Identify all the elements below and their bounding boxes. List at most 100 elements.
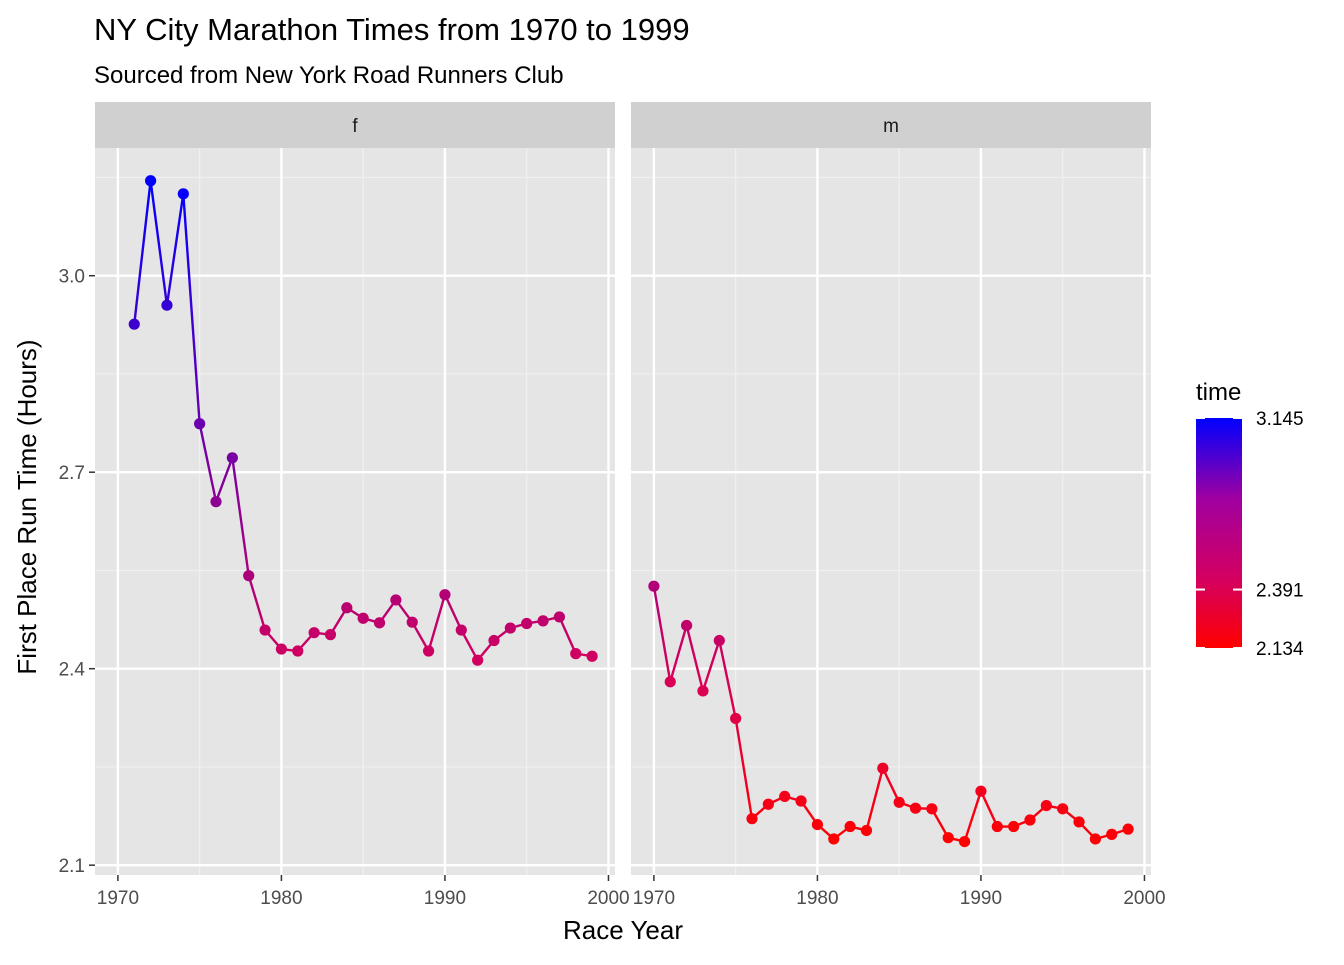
legend-label: 2.391 [1256, 581, 1304, 602]
series-line-segment [881, 767, 901, 804]
data-point [390, 594, 402, 606]
data-point [811, 818, 824, 831]
strip-label-f: f [352, 116, 358, 137]
data-point [292, 645, 304, 657]
data-point [844, 820, 856, 833]
data-point [893, 796, 905, 808]
data-point [1040, 799, 1052, 812]
series-line-segment [214, 456, 234, 503]
data-point [991, 820, 1003, 833]
series-line-segment [247, 574, 267, 632]
data-point [762, 798, 774, 810]
data-point [877, 762, 889, 774]
data-point [1106, 828, 1118, 840]
series-line-segment [963, 789, 983, 843]
x-tick-label: 1980 [260, 888, 302, 909]
data-point [1024, 814, 1036, 826]
series-line-segment [558, 615, 577, 655]
data-point [828, 833, 840, 845]
series-line-segment [165, 192, 185, 307]
panel-background [95, 148, 615, 875]
series-line-segment [734, 717, 754, 820]
data-point [1057, 803, 1069, 815]
data-point [128, 318, 140, 330]
data-point [860, 824, 873, 837]
data-point [161, 299, 173, 311]
series-line-segment [198, 422, 218, 503]
data-point [713, 634, 725, 647]
chart-subtitle: Sourced from New York Road Runners Club [94, 62, 564, 89]
data-point [648, 580, 660, 592]
data-point [586, 650, 598, 662]
data-point [357, 612, 369, 624]
series-line-segment [133, 179, 152, 326]
data-point [664, 676, 676, 688]
series-line-segment [149, 179, 169, 307]
x-tick-label: 2000 [1123, 888, 1165, 909]
x-tick-label: 2000 [587, 888, 629, 909]
data-point [324, 629, 337, 641]
data-point [226, 452, 238, 464]
data-point [373, 617, 386, 629]
data-point [795, 795, 807, 807]
x-tick-label: 1970 [97, 888, 139, 909]
data-point [1089, 833, 1102, 845]
series-line-segment [979, 789, 999, 828]
x-tick-label: 1990 [424, 888, 466, 909]
legend-ticks: 3.145 2.391 2.134 [1196, 409, 1304, 660]
legend-colorbar [1196, 418, 1242, 648]
color-legend: time 3.145 2.391 2.134 [1196, 379, 1304, 660]
data-point [779, 790, 791, 803]
series-line-segment [669, 624, 688, 683]
strip-background [631, 102, 1151, 148]
data-point [177, 188, 189, 200]
data-point [553, 611, 566, 623]
data-point [259, 624, 271, 636]
series-line-segment [460, 628, 479, 662]
y-axis-title: First Place Run Time (Hours) [12, 339, 42, 674]
data-point [341, 602, 353, 614]
y-tick-label: 2.4 [59, 660, 86, 681]
data-point [942, 832, 954, 844]
data-point [570, 648, 582, 660]
data-point [1073, 816, 1085, 828]
data-point [439, 589, 451, 601]
data-point [243, 570, 255, 582]
series-line-segment [427, 593, 447, 653]
legend-label: 2.134 [1256, 639, 1304, 660]
data-point [472, 654, 484, 666]
chart-title: NY City Marathon Times from 1970 to 1999 [94, 12, 690, 47]
data-point [1008, 820, 1020, 833]
data-point [422, 645, 435, 657]
data-point [275, 643, 288, 655]
data-point [909, 802, 922, 814]
y-tick-label: 2.7 [59, 463, 85, 484]
series-line-segment [443, 593, 463, 632]
facet-panel-m: m 1970 1980 1990 2000 [631, 102, 1166, 909]
strip-background [95, 102, 615, 148]
data-point [746, 813, 758, 825]
data-point [926, 803, 938, 815]
series-line-segment [865, 767, 885, 832]
data-point [504, 622, 516, 634]
series-line-segment [701, 639, 721, 693]
data-point [308, 627, 320, 639]
data-point [194, 418, 206, 430]
series-line-segment [652, 584, 672, 683]
series-line-segment [718, 639, 737, 720]
series-line-segment [685, 624, 705, 693]
strip-label-m: m [883, 116, 899, 137]
series-line-segment [231, 456, 250, 577]
data-point [680, 619, 693, 632]
facet-panels: f 1970 1980 1990 2000 2.1 2.4 2.7 3.0 m 1970 1980 19… [59, 102, 1166, 909]
y-tick-label: 2.1 [59, 856, 85, 877]
series-line-segment [182, 192, 201, 425]
x-tick-label: 1970 [633, 888, 675, 909]
data-point [697, 685, 709, 697]
facet-panel-f: f 1970 1980 1990 2000 2.1 2.4 2.7 3.0 [59, 102, 630, 909]
data-point [488, 634, 500, 647]
x-tick-label: 1990 [960, 888, 1002, 909]
data-point [537, 615, 549, 627]
data-point [521, 617, 533, 630]
